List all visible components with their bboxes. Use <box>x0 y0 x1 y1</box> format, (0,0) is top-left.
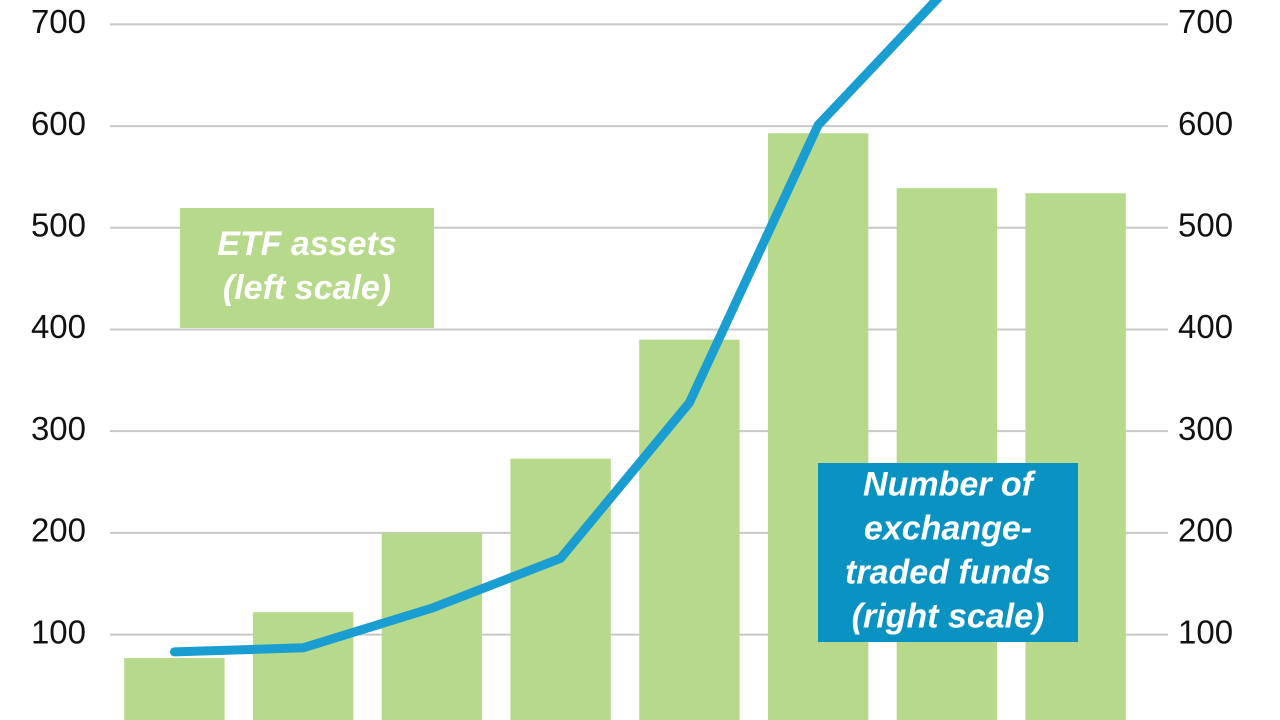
y2-tick-label: 100 <box>1178 613 1233 650</box>
annotation-text: (right scale) <box>852 597 1045 635</box>
y2-tick-label: 300 <box>1178 410 1233 447</box>
y-tick-label: 400 <box>31 308 86 345</box>
annotation-text: exchange- <box>864 509 1032 547</box>
line <box>169 0 943 657</box>
y-tick-label: 200 <box>31 512 86 549</box>
y2-tick-label: 700 <box>1178 3 1233 40</box>
y-tick-label: 500 <box>31 207 86 244</box>
annotation-text: (left scale) <box>223 269 391 307</box>
annotation-box <box>180 208 434 328</box>
annotation-text: Number of <box>863 465 1037 503</box>
y-tick-label: 700 <box>31 3 86 40</box>
bar <box>252 612 354 720</box>
y-tick-label: 600 <box>31 105 86 142</box>
y2-tick-label: 200 <box>1178 512 1233 549</box>
y-tick-label: 300 <box>31 410 86 447</box>
y2-tick-label: 600 <box>1178 105 1233 142</box>
bar <box>381 532 483 720</box>
annotation-text: traded funds <box>845 553 1051 591</box>
bar <box>510 458 611 720</box>
y2-tick-label: 400 <box>1178 308 1233 345</box>
y2-tick-label: 500 <box>1178 207 1233 244</box>
bar <box>124 657 225 720</box>
annotation-box <box>818 463 1078 642</box>
annotation-text: ETF assets <box>217 225 397 263</box>
y-tick-label: 100 <box>31 613 86 650</box>
